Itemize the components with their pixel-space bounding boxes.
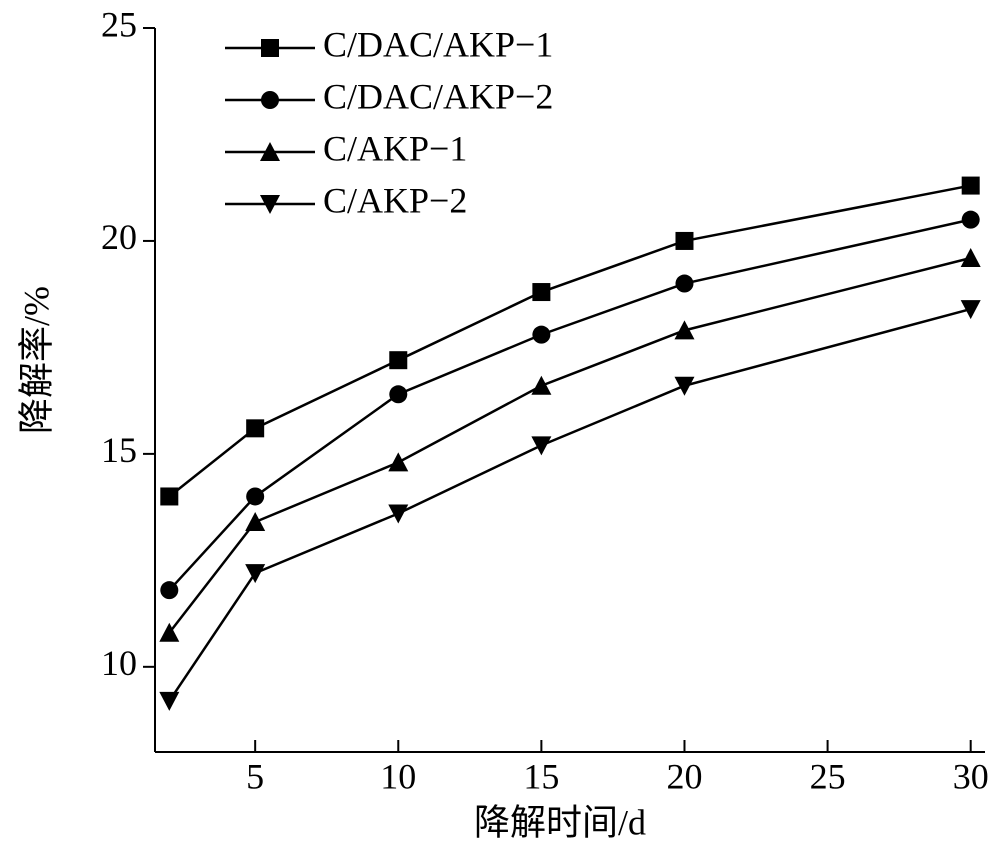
x-tick-label: 15 [523,756,559,796]
marker [388,504,409,524]
marker [160,581,179,600]
marker [531,436,552,456]
marker [245,512,266,532]
marker [389,351,408,370]
y-tick-label: 15 [101,430,137,470]
y-axis-label: 降解率/% [16,286,56,434]
x-tick-label: 5 [246,756,264,796]
legend-label: C/DAC/AKP−2 [323,76,553,116]
marker [675,231,694,250]
marker [159,622,180,642]
legend-label: C/DAC/AKP−1 [323,24,553,64]
marker [246,487,265,506]
marker [961,210,980,229]
legend-label: C/AKP−2 [323,180,467,220]
x-tick-label: 10 [380,756,416,796]
x-tick-label: 20 [666,756,702,796]
marker [246,419,265,438]
y-tick-label: 20 [101,217,137,257]
marker [674,376,695,396]
marker [674,320,695,340]
series-line [168,184,971,498]
marker [532,325,551,344]
y-tick-label: 10 [101,643,137,683]
marker [159,691,180,711]
marker [260,142,280,161]
series-line [168,218,971,592]
series-line [168,307,972,702]
series-line [168,256,971,634]
y-tick-label: 25 [101,4,137,44]
marker [260,195,280,214]
marker [261,39,279,57]
marker [245,564,266,584]
x-tick-label: 25 [810,756,846,796]
marker [160,487,179,506]
legend-label: C/AKP−1 [323,128,467,168]
marker [960,300,981,320]
marker [960,247,981,267]
marker [532,283,551,302]
x-axis-label: 降解时间/d [474,802,646,842]
marker [961,176,980,195]
marker [675,274,694,293]
marker [261,91,279,109]
marker [389,385,408,404]
marker [388,452,409,472]
x-tick-label: 30 [953,756,989,796]
marker [531,375,552,395]
